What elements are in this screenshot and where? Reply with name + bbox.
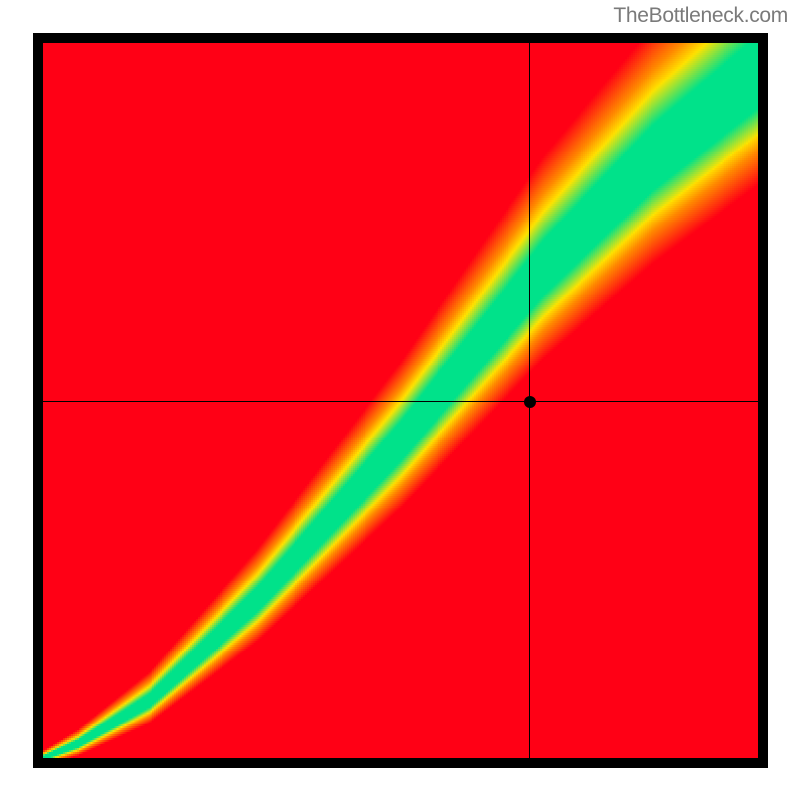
heatmap-canvas-wrap [43, 43, 758, 758]
crosshair-point [524, 396, 536, 408]
crosshair-horizontal [43, 401, 758, 402]
watermark-text: TheBottleneck.com [613, 4, 788, 28]
chart-container: TheBottleneck.com [0, 0, 800, 800]
